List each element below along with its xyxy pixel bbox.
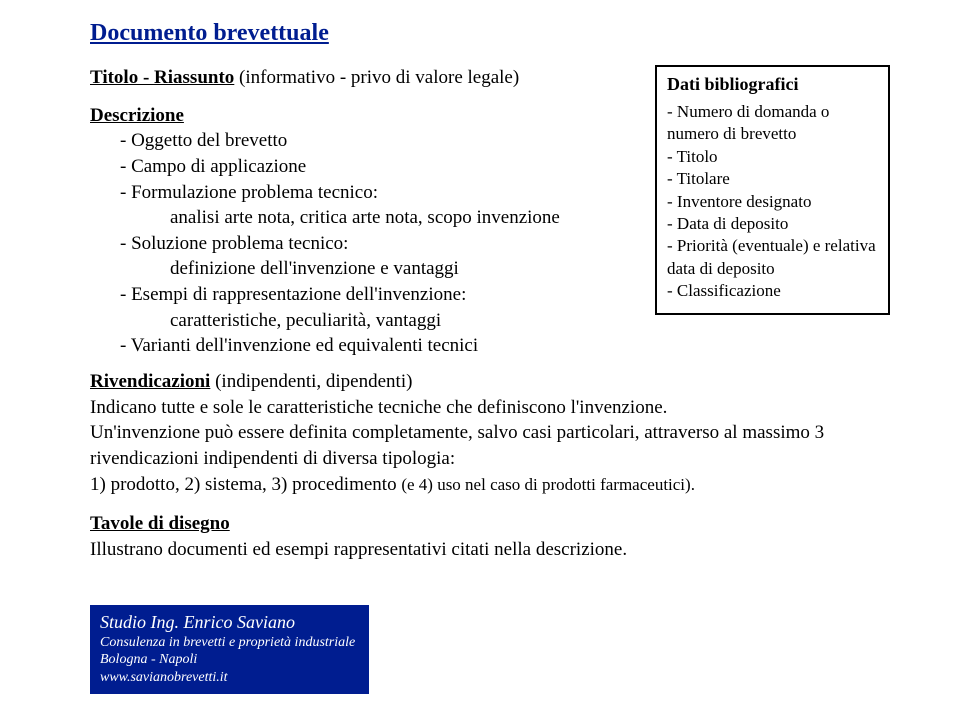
desc-item: - Oggetto del brevetto [90,128,645,154]
riv-line3a: 1) prodotto, 2) sistema, 3) procedimento [90,474,401,495]
riv-line3b: (e 4) uso nel caso di prodotti farmaceut… [401,475,695,494]
desc-item: - Campo di applicazione [90,154,645,180]
rivendicazioni-block: Rivendicazioni (indipendenti, dipendenti… [90,369,890,497]
footer-cities: Bologna - Napoli [100,651,355,669]
left-column: Titolo - Riassunto (informativo - privo … [90,65,645,359]
rivendicazioni-note: (indipendenti, dipendenti) [210,371,412,392]
desc-item: - Soluzione problema tecnico: [90,231,645,257]
box-item: - Data di deposito [667,213,878,235]
riv-line2: Un'invenzione può essere definita comple… [90,422,824,469]
titolo-note: (informativo - privo di valore legale) [234,67,519,88]
box-title: Dati bibliografici [667,73,878,97]
tavole-block: Tavole di disegno Illustrano documenti e… [90,511,890,562]
footer-studio: Studio Ing. Enrico Saviano [100,611,355,634]
tavole-label: Tavole di disegno [90,513,230,534]
rivendicazioni-label: Rivendicazioni [90,371,210,392]
footer: Studio Ing. Enrico Saviano Consulenza in… [90,605,369,694]
desc-item: - Esempi di rappresentazione dell'invenz… [90,282,645,308]
desc-subitem: caratteristiche, peculiarità, vantaggi [90,308,645,334]
riv-line1: Indicano tutte e sole le caratteristiche… [90,397,667,418]
titolo-line: Titolo - Riassunto (informativo - privo … [90,65,645,91]
desc-item: - Formulazione problema tecnico: [90,180,645,206]
desc-item: - Varianti dell'invenzione ed equivalent… [90,333,645,359]
descrizione-label: Descrizione [90,103,645,129]
main-row: Titolo - Riassunto (informativo - privo … [90,65,890,359]
box-item: - Classificazione [667,280,878,302]
bibliographic-box: Dati bibliografici - Numero di domanda o… [655,65,890,315]
footer-url: www.savianobrevetti.it [100,669,355,687]
box-item: - Numero di domanda o numero di brevetto [667,101,878,146]
box-item: - Inventore designato [667,191,878,213]
box-item: - Titolo [667,146,878,168]
tavole-line: Illustrano documenti ed esempi rappresen… [90,539,627,560]
box-item: - Titolare [667,168,878,190]
titolo-label: Titolo - Riassunto [90,67,234,88]
desc-subitem: analisi arte nota, critica arte nota, sc… [90,205,645,231]
footer-desc: Consulenza in brevetti e proprietà indus… [100,634,355,652]
desc-subitem: definizione dell'invenzione e vantaggi [90,256,645,282]
page-title: Documento brevettuale [90,20,890,47]
box-item: - Priorità (eventuale) e relativa data d… [667,235,878,280]
